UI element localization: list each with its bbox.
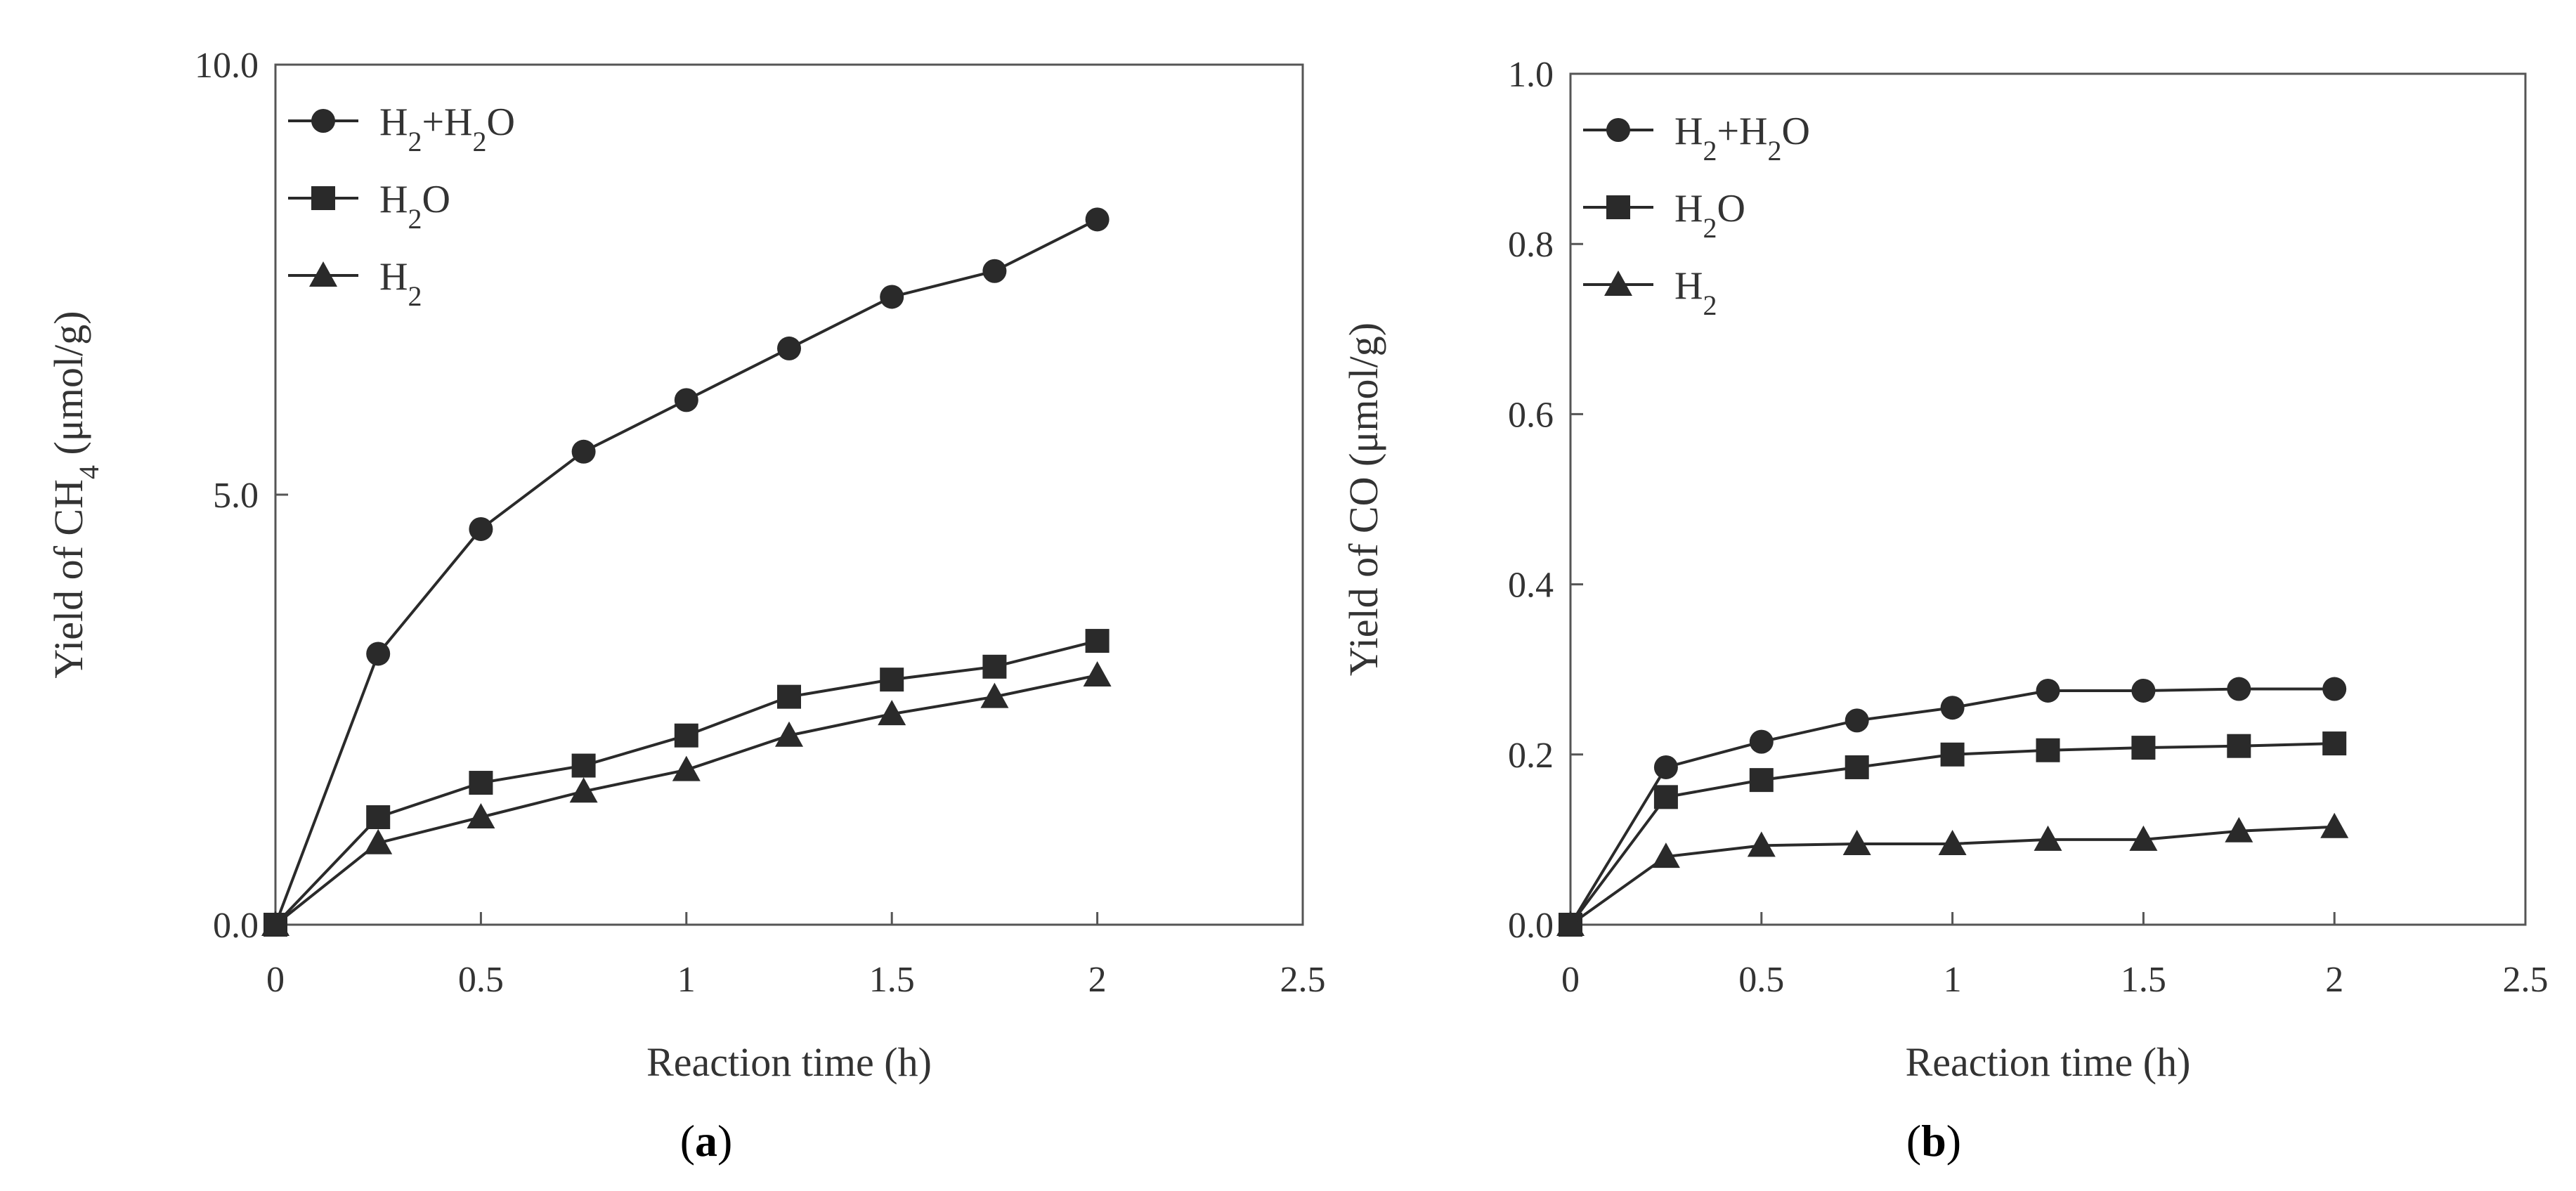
data-point-square	[1940, 742, 1965, 767]
legend-marker-square	[311, 186, 335, 210]
data-point-square	[1085, 629, 1110, 653]
data-point-circle	[2036, 678, 2060, 703]
legend-marker-circle	[311, 109, 335, 133]
data-point-triangle	[2320, 812, 2349, 838]
data-point-circle	[1749, 729, 1774, 754]
data-point-circle	[2322, 677, 2347, 701]
panel-label: (a)	[680, 1116, 733, 1166]
y-tick-label: 0.0	[1508, 906, 1554, 946]
data-point-triangle	[1651, 842, 1680, 868]
data-point-triangle	[569, 777, 598, 803]
x-axis-title: Reaction time (h)	[646, 1039, 932, 1085]
data-point-square	[2131, 736, 2156, 760]
series-line-circle	[274, 218, 1098, 925]
y-axis-title: Yield of CO (μmol/g)	[1341, 323, 1386, 676]
data-point-square	[1749, 768, 1774, 793]
series-line-triangle	[274, 674, 1098, 926]
data-point-square	[1653, 785, 1678, 809]
data-point-square	[1845, 755, 1869, 779]
x-tick-label: 1	[677, 960, 696, 1000]
data-point-triangle	[261, 911, 290, 936]
y-tick-label: 10.0	[195, 46, 259, 86]
x-tick-label: 0.5	[1738, 960, 1784, 1000]
data-point-triangle	[1083, 661, 1112, 687]
legend-marker-square	[1606, 195, 1630, 219]
x-tick-label: 0	[266, 960, 285, 1000]
data-point-circle	[880, 285, 904, 309]
data-point-circle	[2227, 677, 2251, 701]
data-point-square	[2227, 734, 2251, 758]
data-point-triangle	[672, 755, 701, 781]
data-point-circle	[1940, 696, 1965, 720]
data-point-square	[982, 654, 1007, 679]
data-point-square	[2322, 731, 2347, 756]
chart-panel-b: 0 0.5 1 1.5 2 2.5 0.0 0.2 0.4 0.6 0.8 1.0 Reaction t…	[1341, 55, 2549, 1166]
data-point-triangle	[2034, 825, 2062, 851]
data-point-square	[366, 805, 391, 829]
data-point-triangle	[467, 803, 495, 828]
x-tick-label: 0	[1561, 960, 1580, 1000]
data-point-circle	[366, 642, 391, 666]
data-point-triangle	[878, 700, 906, 726]
data-point-square	[880, 668, 904, 692]
data-point-circle	[1653, 755, 1678, 779]
x-axis-title: Reaction time (h)	[1906, 1039, 2191, 1085]
y-tick-label: 0.8	[1508, 225, 1554, 265]
series-line-square	[274, 639, 1098, 926]
panel-label: (b)	[1906, 1116, 1961, 1166]
legend-marker-circle	[1606, 118, 1630, 142]
data-point-circle	[777, 336, 801, 360]
data-point-triangle	[364, 828, 393, 854]
data-point-circle	[571, 439, 596, 464]
y-tick-label: 0.6	[1508, 395, 1554, 435]
data-point-triangle	[1842, 829, 1871, 855]
y-tick-label: 0.2	[1508, 736, 1554, 776]
data-point-square	[571, 753, 596, 778]
y-tick-label: 0.0	[213, 906, 259, 946]
x-tick-label: 2	[1088, 960, 1107, 1000]
y-axis-title: Yield of CH4 (μmol/g)	[46, 311, 105, 678]
plot-frame	[1569, 72, 2527, 926]
data-point-triangle	[980, 682, 1009, 708]
legend-marker-triangle	[309, 261, 337, 287]
data-point-circle	[982, 259, 1007, 283]
data-point-square	[2036, 738, 2060, 762]
data-point-circle	[469, 516, 493, 541]
data-point-circle	[1085, 207, 1110, 232]
x-tick-label: 1	[1944, 960, 1962, 1000]
x-tick-label: 0.5	[458, 960, 504, 1000]
y-tick-label: 1.0	[1508, 55, 1554, 95]
data-point-triangle	[2129, 825, 2158, 851]
x-tick-label: 2.5	[1280, 960, 1326, 1000]
data-point-square	[469, 771, 493, 795]
legend-label: H2O	[379, 178, 450, 235]
data-point-triangle	[2225, 816, 2253, 842]
data-point-circle	[674, 388, 698, 412]
legend-label: H2+H2O	[1674, 110, 1810, 167]
y-tick-label: 0.4	[1508, 566, 1554, 606]
series-line-circle	[1569, 687, 2335, 926]
x-tick-label: 2	[2325, 960, 2343, 1000]
y-tick-label: 5.0	[213, 476, 259, 516]
data-point-circle	[2131, 678, 2156, 703]
legend-label: H2	[1674, 264, 1717, 321]
x-tick-label: 1.5	[869, 960, 915, 1000]
data-point-circle	[1845, 708, 1869, 733]
data-point-triangle	[1556, 911, 1585, 936]
legend-label: H2+H2O	[379, 100, 515, 157]
data-point-square	[777, 684, 801, 709]
data-point-triangle	[1747, 831, 1776, 857]
legend-marker-triangle	[1604, 271, 1632, 296]
data-point-triangle	[775, 721, 803, 747]
legend-label: H2	[379, 255, 422, 312]
x-tick-label: 2.5	[2503, 960, 2549, 1000]
data-point-triangle	[1938, 829, 1967, 855]
chart-panel-a: 0 0.5 1 1.5 2 2.5 0.0 5.0 10.0 Reaction time (h) Y…	[46, 46, 1326, 1166]
legend-label: H2O	[1674, 187, 1745, 244]
data-point-square	[674, 723, 698, 748]
x-tick-label: 1.5	[2121, 960, 2166, 1000]
